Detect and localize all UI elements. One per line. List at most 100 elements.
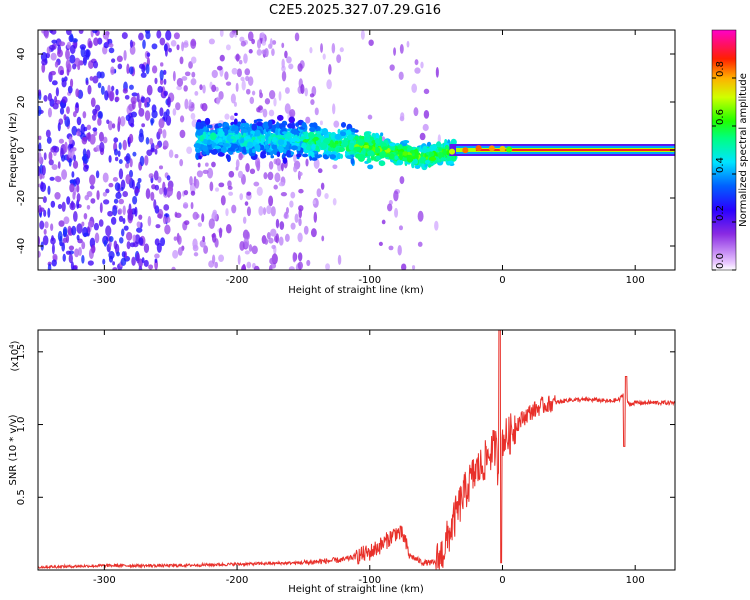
spectrogram-noise-mark xyxy=(245,75,250,82)
spectrogram-band-mark xyxy=(363,144,370,149)
spectrogram-band-mark xyxy=(315,145,320,151)
spectrogram-noise-mark xyxy=(239,193,244,201)
spectrogram-noise-mark xyxy=(203,245,209,254)
spectrogram-band-mark xyxy=(281,126,287,133)
spectrogram-band-mark xyxy=(327,147,336,152)
spectrogram-noise-mark xyxy=(54,95,58,103)
spectrogram-noise-mark xyxy=(331,42,336,54)
spectrogram-noise-mark xyxy=(240,40,247,47)
spectrogram-band-mark xyxy=(285,144,289,151)
spectrogram-noise-mark xyxy=(157,128,163,135)
spectrogram-noise-mark xyxy=(51,164,58,170)
spectrogram-noise-mark xyxy=(81,136,88,145)
spectrogram-noise-mark xyxy=(44,31,49,39)
spectrogram-noise-mark xyxy=(120,257,127,266)
spectrogram-noise-mark xyxy=(241,79,246,91)
spectrogram-noise-mark xyxy=(118,215,124,223)
spectrogram-noise-mark xyxy=(136,221,141,228)
spectrogram-noise-mark xyxy=(289,108,296,118)
spectrogram-noise-mark xyxy=(131,92,138,97)
spectrogram-noise-mark xyxy=(112,177,119,182)
spectrogram-noise-mark xyxy=(414,67,421,74)
spectrogram-noise-mark xyxy=(42,235,49,246)
spectrogram-noise-mark xyxy=(280,162,284,172)
spectrogram-noise-mark xyxy=(145,63,150,75)
spectrogram-noise-mark xyxy=(38,235,41,247)
spectrogram-noise-mark xyxy=(43,209,47,217)
spectrogram-noise-mark xyxy=(388,245,394,251)
spectrogram-noise-mark xyxy=(50,237,56,245)
spectrogram-band-mark xyxy=(428,156,437,161)
spectrogram-noise-mark xyxy=(38,250,41,258)
spectrogram-noise-mark xyxy=(57,161,61,169)
spectrogram-noise-mark xyxy=(124,94,130,100)
spectrogram-noise-mark xyxy=(147,215,152,227)
spectrogram-x-tick-label: -200 xyxy=(226,275,249,286)
spectrogram-noise-mark xyxy=(297,63,303,72)
spectrogram-noise-mark xyxy=(88,40,93,49)
spectrogram-noise-mark xyxy=(121,251,126,258)
spectrogram-noise-mark xyxy=(249,168,256,175)
spectrogram-noise-mark xyxy=(122,190,128,198)
spectrogram-noise-mark xyxy=(157,86,164,93)
spectrogram-noise-mark xyxy=(89,185,95,190)
spectrogram-band-mark xyxy=(234,112,238,116)
spectrogram-noise-mark xyxy=(114,96,120,102)
spectrogram-noise-mark xyxy=(286,56,292,64)
spectrogram-noise-mark xyxy=(108,120,113,131)
spectrogram-noise-mark xyxy=(320,43,323,53)
spectrogram-noise-mark xyxy=(118,198,125,205)
spectrogram-band-mark xyxy=(402,146,409,151)
spectrogram-noise-mark xyxy=(218,91,224,100)
spectrogram-noise-mark xyxy=(238,59,243,65)
spectrogram-noise-mark xyxy=(120,116,126,127)
snr-y-multiplier: (x104) xyxy=(8,340,21,371)
spectrogram-band-mark xyxy=(309,126,316,133)
spectrogram-noise-mark xyxy=(281,70,287,82)
spectrogram-noise-mark xyxy=(83,232,89,237)
spectrogram-noise-mark xyxy=(125,162,130,169)
spectrogram-band-mark xyxy=(207,132,211,136)
spectrogram-noise-mark xyxy=(247,76,254,86)
spectrogram-noise-mark xyxy=(156,30,162,39)
spectrogram-noise-mark xyxy=(175,212,182,219)
spectrogram-noise-mark xyxy=(85,132,91,140)
spectrogram-noise-mark xyxy=(398,71,404,80)
spectrogram-noise-mark xyxy=(321,235,325,242)
spectrogram-noise-mark xyxy=(194,178,200,189)
spectrogram-noise-mark xyxy=(434,220,439,231)
spectrogram-band-mark xyxy=(378,160,386,167)
spectrogram-noise-mark xyxy=(190,38,197,50)
spectrogram-band-mark xyxy=(247,127,251,136)
spectrogram-noise-mark xyxy=(208,38,215,45)
spectrogram-noise-mark xyxy=(72,111,77,118)
spectrogram-noise-mark xyxy=(172,249,179,259)
spectrogram-band-mark xyxy=(260,151,266,159)
spectrogram-band-mark xyxy=(440,157,445,162)
spectrogram-band-mark xyxy=(362,147,366,156)
spectrogram-noise-mark xyxy=(160,237,166,247)
spectrogram-noise-mark xyxy=(76,184,80,193)
spectrogram-noise-mark xyxy=(209,181,214,192)
spectrogram-noise-mark xyxy=(143,259,149,267)
spectrogram-band-mark xyxy=(402,139,410,144)
spectrogram-noise-mark xyxy=(119,237,124,244)
spectrogram-noise-mark xyxy=(63,114,67,121)
spectrogram-noise-mark xyxy=(278,91,282,102)
spectrogram-noise-mark xyxy=(228,170,235,178)
spectrogram-noise-mark xyxy=(138,32,144,41)
spectrogram-noise-mark xyxy=(75,177,81,186)
spectrogram-noise-mark xyxy=(76,223,83,234)
spectrogram-noise-mark xyxy=(61,96,68,104)
spectrogram-noise-mark xyxy=(298,208,303,219)
spectrogram-band-mark xyxy=(397,151,404,155)
spectrogram-noise-mark xyxy=(146,52,151,57)
spectrogram-noise-mark xyxy=(105,188,110,194)
spectrogram-noise-mark xyxy=(266,205,272,215)
spectrogram-noise-mark xyxy=(159,107,164,117)
spectrogram-noise-mark xyxy=(160,62,164,67)
spectrogram-noise-mark xyxy=(305,116,311,124)
spectrogram-noise-mark xyxy=(268,90,276,100)
spectrogram-band-mark xyxy=(311,157,318,161)
spectrogram-band-mark xyxy=(394,155,399,160)
